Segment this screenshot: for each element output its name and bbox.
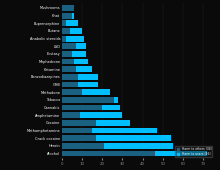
Bar xyxy=(114,97,118,103)
Bar xyxy=(74,59,88,64)
Bar xyxy=(80,112,122,118)
Bar xyxy=(66,36,84,41)
Bar xyxy=(72,13,74,19)
Bar xyxy=(76,43,86,49)
Bar xyxy=(104,143,173,149)
Bar xyxy=(62,5,74,11)
Bar xyxy=(62,135,96,141)
Bar xyxy=(62,20,66,26)
Bar xyxy=(62,36,66,41)
Bar xyxy=(62,82,78,87)
Bar xyxy=(96,135,171,141)
Bar xyxy=(62,28,70,34)
Bar xyxy=(72,51,86,57)
Bar xyxy=(62,59,74,64)
Bar xyxy=(62,97,114,103)
Bar xyxy=(155,151,207,156)
Bar xyxy=(78,74,98,80)
Bar xyxy=(62,51,72,57)
Bar xyxy=(92,128,157,133)
Bar xyxy=(62,13,72,19)
Bar xyxy=(62,105,102,110)
Bar xyxy=(78,82,98,87)
Bar xyxy=(96,120,130,126)
Legend: Harm to others (34), Harm to users (46): Harm to others (34), Harm to users (46) xyxy=(175,146,213,157)
Bar xyxy=(62,112,80,118)
Bar xyxy=(62,120,96,126)
Bar xyxy=(62,143,104,149)
Bar xyxy=(102,105,120,110)
Bar xyxy=(62,89,82,95)
Bar xyxy=(62,43,76,49)
Bar xyxy=(62,151,155,156)
Bar xyxy=(82,89,110,95)
Bar xyxy=(62,66,76,72)
Bar xyxy=(62,74,78,80)
Bar xyxy=(70,28,82,34)
Bar xyxy=(76,66,92,72)
Bar xyxy=(66,20,78,26)
Bar xyxy=(62,128,92,133)
